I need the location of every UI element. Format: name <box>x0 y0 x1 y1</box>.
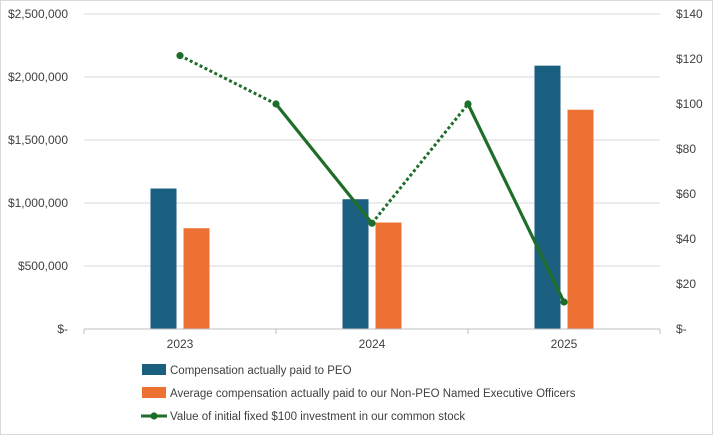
bar-peo-2024 <box>342 199 369 329</box>
left-tick-label: $1,000,000 <box>8 196 68 210</box>
right-tick-label: $100 <box>676 97 703 111</box>
bar-peo-2023 <box>150 188 177 329</box>
legend-marker <box>150 412 158 420</box>
bar-neo-2024 <box>375 222 402 329</box>
right-tick-label: $20 <box>676 277 696 291</box>
category-label: 2025 <box>551 337 578 351</box>
legend-label: Average compensation actually paid to ou… <box>170 388 576 400</box>
stock-point <box>464 100 472 108</box>
left-tick-label: $1,500,000 <box>8 133 68 147</box>
left-tick-label: $- <box>57 322 68 336</box>
stock-point <box>368 219 376 227</box>
right-tick-label: $80 <box>676 142 696 156</box>
category-label: 2023 <box>167 337 194 351</box>
legend-swatch <box>142 387 166 398</box>
stock-line-segment <box>466 103 566 303</box>
legend-swatch <box>142 364 166 375</box>
right-tick-label: $40 <box>676 232 696 246</box>
bar-neo-2025 <box>567 109 594 329</box>
left-tick-label: $2,000,000 <box>8 70 68 84</box>
stock-line-segment <box>179 54 277 106</box>
left-tick-label: $2,500,000 <box>8 7 68 21</box>
stock-line-segment <box>274 102 374 225</box>
right-tick-label: $140 <box>676 7 703 21</box>
legend-label: Value of initial fixed $100 investment i… <box>170 411 465 423</box>
category-label: 2024 <box>359 337 386 351</box>
right-tick-label: $120 <box>676 52 703 66</box>
stock-point <box>176 52 184 60</box>
right-tick-label: $60 <box>676 187 696 201</box>
stock-point <box>560 298 568 306</box>
left-tick-label: $500,000 <box>18 259 68 273</box>
stock-point <box>272 100 280 108</box>
right-tick-label: $- <box>676 322 687 336</box>
bar-neo-2023 <box>183 228 210 329</box>
stock-line-segment <box>370 103 470 225</box>
legend-label: Compensation actually paid to PEO <box>170 365 352 377</box>
